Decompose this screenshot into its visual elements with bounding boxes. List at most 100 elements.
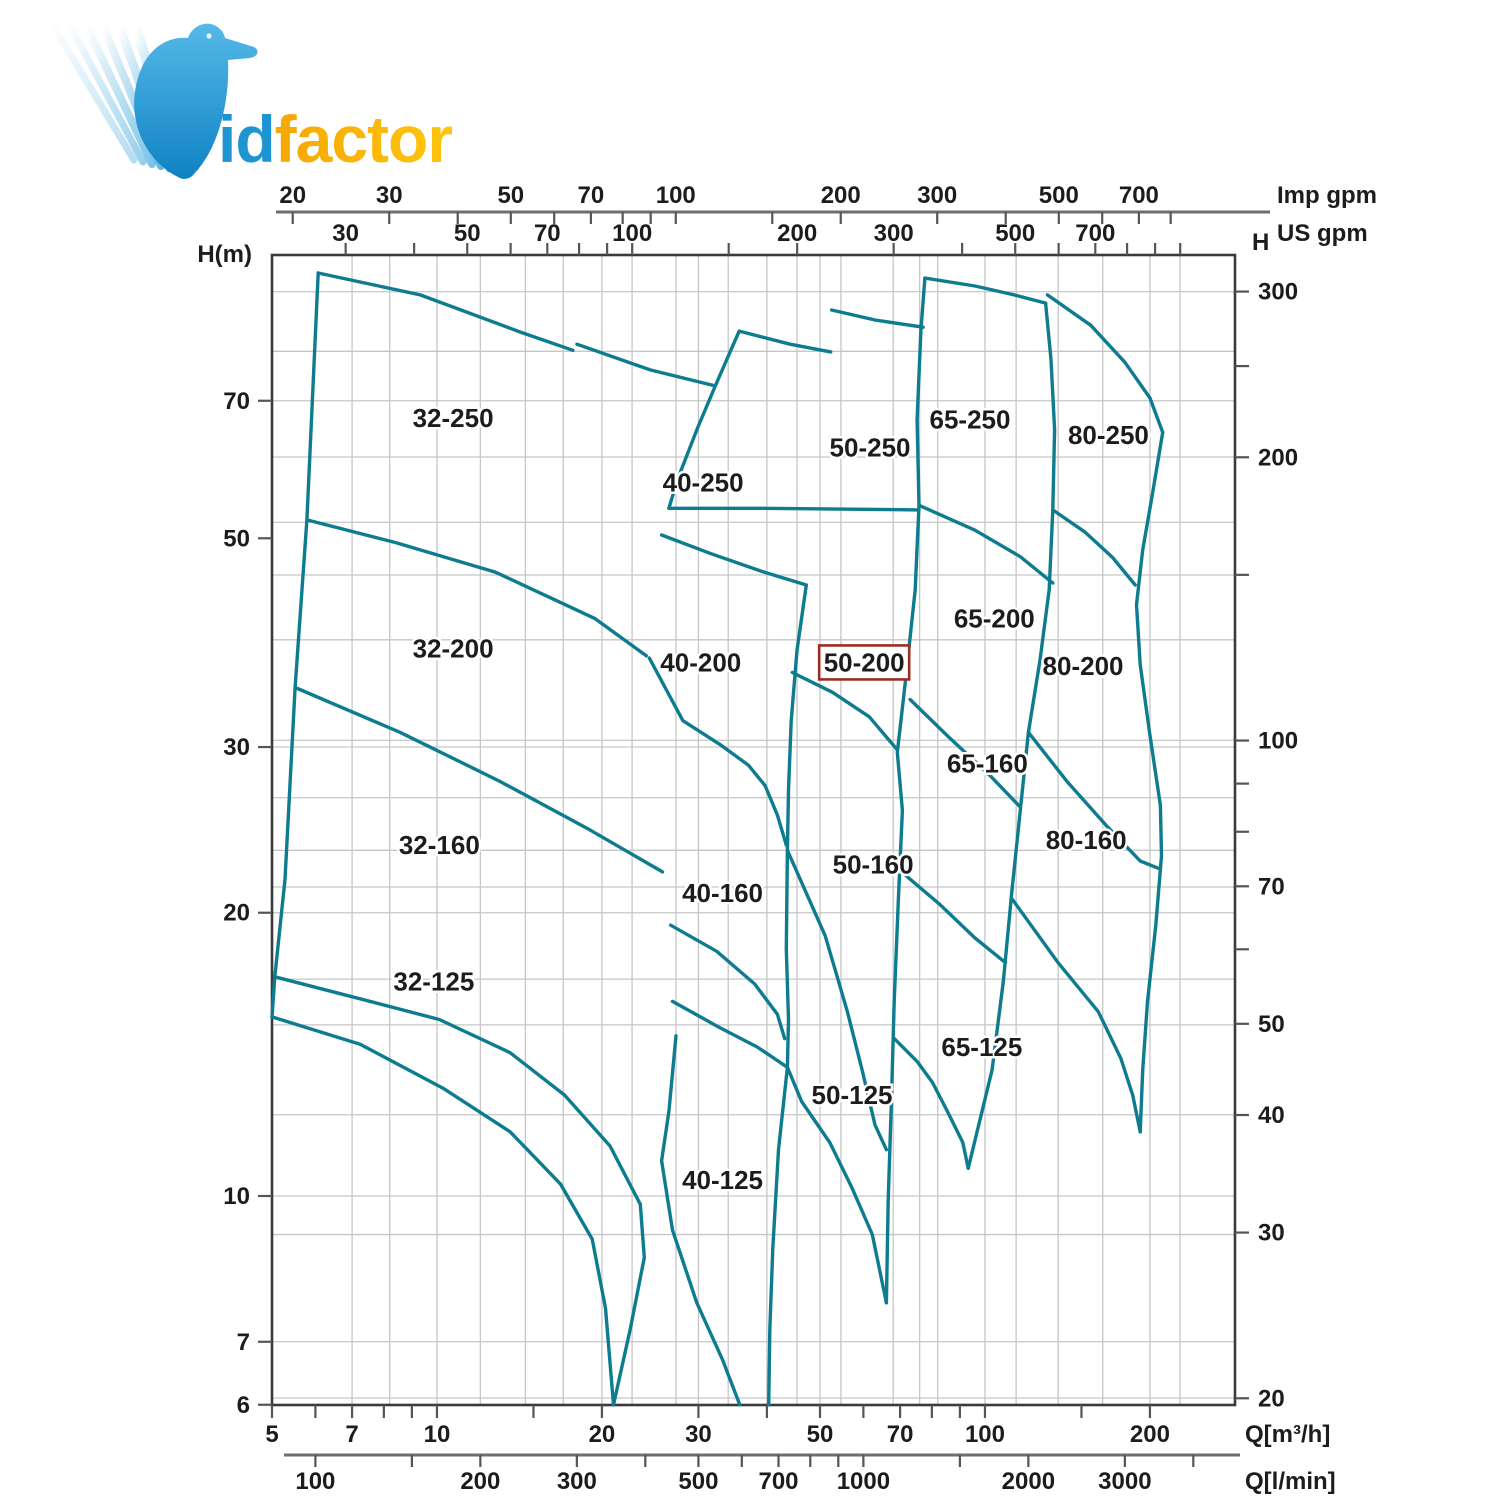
region-label-80-160: 80-160 [1046,825,1127,855]
curve-top-32-160 [293,685,665,874]
us-gpm-tick-label: 300 [874,220,914,247]
curve-top-32-250 [316,271,575,352]
curve-min-flow-50-lower [767,583,808,1407]
region-label-40-200: 40-200 [660,647,741,677]
curve-top-50-200 [667,506,921,512]
region-label-65-250: 65-250 [930,404,1011,434]
region-label-32-200: 32-200 [413,633,494,663]
region-label-50-250: 50-250 [830,433,911,463]
q-m3h-tick-label: 50 [807,1421,834,1448]
q-m3h-tick-label: 100 [965,1421,1005,1448]
region-label-40-125: 40-125 [682,1165,763,1195]
h-m-tick-label: 50 [223,525,250,552]
curve-bottom-65-200 [908,697,1022,809]
h-ft-tick-label: 100 [1258,728,1298,755]
gridlines [272,255,1235,1405]
region-label-50-160: 50-160 [833,850,914,880]
vidfactor-logo-graphic: idfactor [48,20,453,179]
h-m-axis-title: H(m) [197,241,252,268]
q-lmin-axis-title: Q[l/min] [1245,1468,1336,1495]
q-lmin-tick-label: 200 [460,1468,500,1495]
curve-bottom-40-125 [659,1034,742,1407]
curve-bottom-80-160 [1010,897,1142,1134]
q-lmin-tick-label: 100 [295,1468,335,1495]
region-labels: 32-250 32-200 32-160 32-125 40-250 40-200 40-1… [391,401,1152,1198]
curve-min-flow-50-upper [667,329,741,510]
imp-gpm-tick-label: 500 [1039,182,1079,209]
curve-bottom-80-250 [1051,508,1137,587]
q-m3h-tick-label: 200 [1130,1421,1170,1448]
h-ft-tick-label: 40 [1258,1102,1285,1129]
region-label-40-160: 40-160 [682,878,763,908]
region-label-65-200: 65-200 [954,603,1035,633]
imp-gpm-tick-label: 20 [279,182,306,209]
curve-max-flow-80 [1134,430,1165,1134]
us-gpm-tick-label: 70 [534,220,561,247]
vidfactor-logo: idfactor [22,10,453,200]
h-m-tick-label: 70 [223,388,250,415]
logo-wordmark: idfactor [218,102,452,176]
region-label-65-160: 65-160 [947,749,1028,779]
q-lmin-tick-label: 3000 [1098,1468,1151,1495]
region-label-50-125: 50-125 [812,1080,893,1110]
logo-text-id: id [218,102,275,176]
pump-curves [270,271,1165,1407]
highlight-box-50-200 [817,644,911,681]
region-label-40-250: 40-250 [663,468,744,498]
q-m3h-tick-label: 70 [887,1421,914,1448]
imp-gpm-tick-label: 200 [821,182,861,209]
curve-bottom-40-160 [669,923,787,1041]
h-m-tick-label: 6 [237,1392,250,1419]
q-m3h-tick-label: 7 [345,1421,358,1448]
region-label-80-200: 80-200 [1043,651,1124,681]
curve-top-80-250 [1045,293,1165,434]
logo-text-factor: factor [275,102,452,176]
region-label-50-200: 50-200 [824,647,905,677]
q-lmin-tick-label: 700 [758,1468,798,1495]
region-label-32-160: 32-160 [399,830,480,860]
h-m-tick-label: 10 [223,1183,250,1210]
logo-bird-eye [206,33,212,39]
curve-top-65-125 [892,1036,970,1170]
curve-bottom-32-125 [270,1015,616,1407]
h-ft-axis-title: H [1252,229,1269,256]
curve-bottom-40-250 [659,533,808,587]
h-ft-tick-label: 50 [1258,1011,1285,1038]
curve-bottom-50-200 [790,670,899,752]
us-gpm-tick-label: 500 [995,220,1035,247]
curve-top-50-250-a [737,329,833,354]
curve-bottom-65-160 [897,868,1008,965]
imp-gpm-tick-label: 300 [917,182,957,209]
us-gpm-axis-title: US gpm [1277,220,1368,247]
curve-top-50-125 [785,1065,889,1305]
region-label-65-125: 65-125 [941,1032,1022,1062]
imp-gpm-tick-label: 70 [578,182,605,209]
h-m-tick-label: 7 [237,1329,250,1356]
curve-top-32-125 [273,975,646,1407]
h-m-tick-label: 30 [223,734,250,761]
q-lmin-tick-label: 2000 [1002,1468,1055,1495]
h-ft-tick-label: 20 [1258,1385,1285,1412]
q-m3h-tick-label: 5 [265,1421,278,1448]
curve-bottom-65-250 [917,503,1055,585]
region-label-80-250: 80-250 [1068,420,1149,450]
us-gpm-tick-label: 100 [612,220,652,247]
curve-bottom-80-200 [1026,730,1160,870]
imp-gpm-tick-label: 100 [656,182,696,209]
q-m3h-tick-label: 20 [589,1421,616,1448]
q-m3h-axis-title: Q[m³/h] [1245,1421,1330,1448]
logo-bird-icon [134,23,258,179]
region-label-32-250: 32-250 [413,403,494,433]
us-gpm-tick-label: 200 [777,220,817,247]
curve-top-65-250 [923,276,1048,305]
q-lmin-tick-label: 300 [557,1468,597,1495]
q-lmin-tick-label: 1000 [837,1468,890,1495]
curve-top-32-200 [305,518,648,658]
q-lmin-tick-label: 500 [678,1468,718,1495]
curve-top-50-250-b [829,308,925,329]
h-ft-tick-label: 30 [1258,1220,1285,1247]
h-m-tick-label: 20 [223,900,250,927]
q-m3h-tick-label: 10 [424,1421,451,1448]
curve-min-flow-65 [884,276,927,1305]
